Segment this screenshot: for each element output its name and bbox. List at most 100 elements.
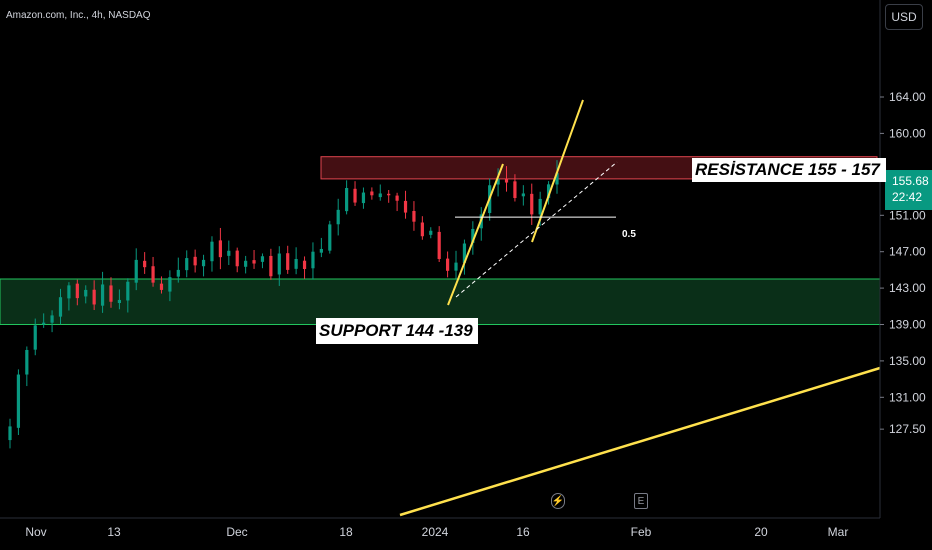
fib-level-label: 0.5 (622, 229, 636, 240)
candle-body (504, 178, 509, 183)
x-tick-label: Mar (828, 525, 849, 539)
candle-body (8, 426, 12, 441)
candle-body (143, 260, 147, 268)
earnings-icon[interactable]: E (634, 493, 648, 509)
lightning-icon[interactable]: ⚡ (551, 493, 565, 509)
candle-body (50, 315, 54, 323)
x-tick-label: 18 (339, 525, 353, 539)
candle-body (437, 231, 441, 259)
channel-line-right (531, 99, 584, 243)
candle-body (159, 283, 164, 290)
candle-body (117, 299, 121, 304)
channel-line-left (447, 163, 504, 306)
candle-body (84, 289, 88, 297)
x-tick-label: Nov (25, 525, 46, 539)
y-tick-label: 160.00 (889, 126, 926, 140)
candle-body (496, 178, 500, 185)
x-tick-label: 16 (516, 525, 530, 539)
candle-body (471, 228, 475, 243)
candle-body (269, 255, 273, 277)
candle-body (403, 200, 408, 213)
candle-body (67, 285, 71, 299)
time-axis[interactable]: Nov 13 Dec 18 2024 16 Feb 20 Mar (25, 525, 848, 539)
candle-body (429, 230, 433, 235)
candle-body (260, 256, 265, 262)
candle-body (25, 349, 29, 375)
currency-button[interactable]: USD (885, 4, 923, 30)
candle-body (387, 193, 391, 196)
candle-body (210, 241, 214, 262)
candle-body (370, 191, 374, 196)
y-tick-label: 151.00 (889, 208, 926, 222)
candle-body (412, 211, 416, 222)
candle-body (16, 374, 21, 428)
candle-body (546, 184, 551, 199)
candle-body (336, 209, 340, 225)
candle-body (538, 198, 542, 215)
y-tick-label: 143.00 (889, 281, 926, 295)
long-trendline (399, 366, 881, 517)
candle-body (218, 240, 222, 258)
candle-body (328, 224, 332, 251)
x-tick-label: 20 (754, 525, 768, 539)
candle-body (353, 188, 357, 203)
candle-body (193, 256, 197, 266)
candle-body (294, 258, 298, 269)
support-label[interactable]: SUPPORT 144 -139 (316, 318, 478, 344)
y-tick-label: 164.00 (889, 90, 926, 104)
candle-body (185, 258, 189, 271)
candle-body (109, 285, 113, 302)
bar-countdown: 22:42 (892, 190, 923, 204)
support-zone (0, 278, 881, 325)
candle-body (454, 262, 458, 271)
x-tick-label: 13 (107, 525, 121, 539)
candle-body (227, 250, 231, 256)
x-tick-label: 2024 (422, 525, 449, 539)
candle-body (286, 253, 290, 270)
candle-body (555, 172, 559, 185)
y-tick-label: 127.50 (889, 422, 926, 436)
candle-body (100, 284, 105, 306)
candle-body (446, 258, 450, 271)
candle-body (277, 253, 281, 275)
candle-body (311, 251, 315, 269)
candle-body (244, 260, 248, 267)
price-axis[interactable]: 164.00 160.00 151.00 147.00 143.00 139.00 135.… (880, 90, 926, 436)
candle-body (462, 243, 467, 263)
candle-body (252, 260, 256, 264)
candle-body (126, 281, 130, 301)
lines-layer (399, 99, 881, 517)
dashed-support-line (455, 161, 618, 298)
candle-body (42, 322, 46, 325)
x-tick-label: Dec (226, 525, 247, 539)
resistance-label[interactable]: RESİSTANCE 155 - 157 (692, 158, 886, 182)
candle-body (319, 248, 323, 253)
candle-body (92, 289, 96, 305)
candle-body (420, 222, 424, 237)
candle-body (378, 193, 382, 198)
candle-body (168, 277, 172, 292)
candle-body (201, 259, 206, 267)
candle-body (513, 181, 517, 199)
candle-body (58, 297, 63, 317)
candle-body (75, 283, 79, 299)
candle-body (521, 193, 525, 197)
candle-body (235, 250, 239, 267)
candle-body (33, 325, 37, 350)
last-price-badge: 155.68 22:42 (885, 170, 932, 210)
candle-body (530, 193, 534, 215)
candle-body (176, 269, 180, 277)
y-tick-label: 139.00 (889, 318, 926, 332)
candle-body (151, 266, 155, 283)
candle-body (395, 195, 399, 201)
last-price-value: 155.68 (892, 174, 929, 188)
candle-body (345, 188, 349, 212)
y-tick-label: 147.00 (889, 245, 926, 259)
candle-body (134, 259, 138, 283)
candle-body (361, 192, 366, 204)
x-tick-label: Feb (631, 525, 652, 539)
candle-body (302, 260, 307, 269)
y-tick-label: 135.00 (889, 354, 926, 368)
